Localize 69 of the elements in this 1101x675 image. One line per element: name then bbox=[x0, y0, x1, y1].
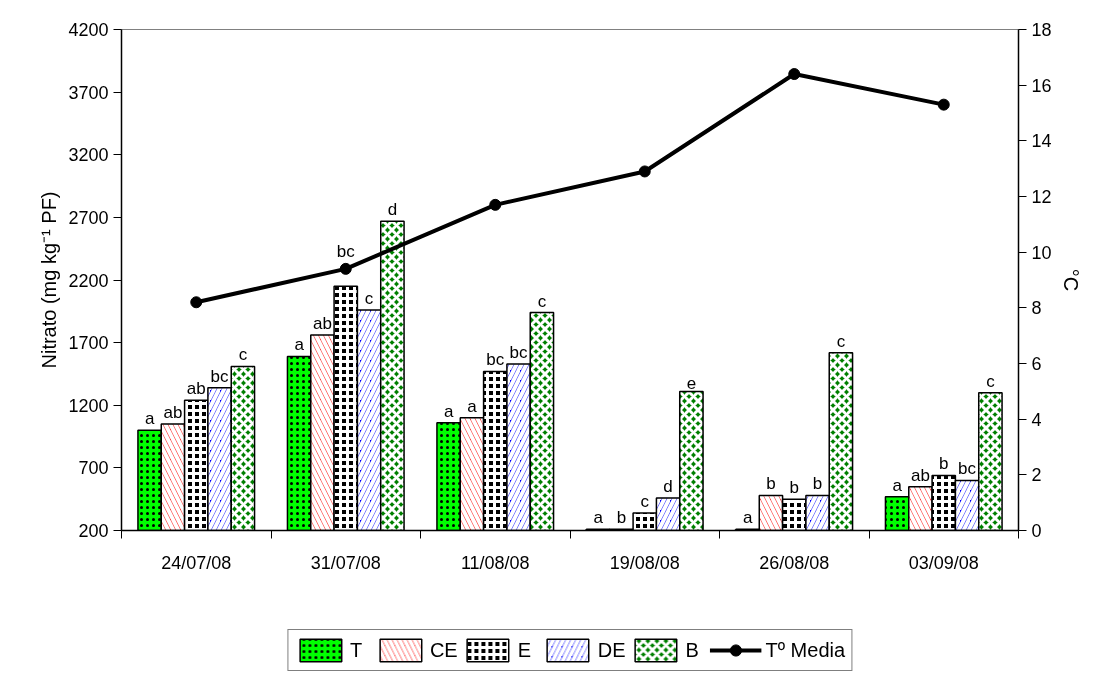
y-tick-label: 4200 bbox=[68, 20, 109, 40]
legend-label: CE bbox=[429, 638, 458, 662]
y-tick-label: 2700 bbox=[68, 207, 109, 228]
x-tick-label: 19/08/08 bbox=[609, 552, 680, 573]
legend-label: E bbox=[517, 638, 533, 662]
y2-tick-label: 8 bbox=[1031, 298, 1042, 319]
y2-axis-title: °C bbox=[1059, 268, 1082, 292]
data-label: ab bbox=[312, 314, 332, 334]
y2-tick-label: 2 bbox=[1031, 465, 1042, 486]
data-label: b bbox=[812, 474, 823, 494]
y-tick-label: 3200 bbox=[68, 145, 109, 166]
data-label: bc bbox=[336, 242, 356, 262]
data-label: c bbox=[986, 371, 996, 391]
legend-label: Tº Media bbox=[765, 638, 846, 662]
data-label: a bbox=[144, 409, 155, 429]
y2-tick-label: 16 bbox=[1031, 75, 1052, 96]
data-label: bc bbox=[210, 366, 230, 386]
y2-tick-label: 10 bbox=[1031, 242, 1052, 263]
data-label: a bbox=[443, 401, 454, 421]
data-label: c bbox=[364, 289, 374, 309]
y-tick-label: 2200 bbox=[68, 270, 109, 291]
data-label: ab bbox=[186, 379, 206, 399]
data-label: c bbox=[640, 491, 650, 511]
y-tick-label: 3700 bbox=[68, 82, 109, 103]
x-tick-label: 31/07/08 bbox=[310, 552, 381, 573]
data-label: b bbox=[939, 454, 949, 474]
data-label: ab bbox=[163, 403, 183, 423]
data-label: c bbox=[238, 345, 248, 365]
data-label: d bbox=[663, 476, 673, 496]
data-label: ab bbox=[910, 465, 930, 485]
point bbox=[937, 98, 950, 111]
data-label: a bbox=[467, 396, 478, 416]
data-label: c bbox=[836, 331, 846, 351]
point bbox=[489, 198, 502, 211]
y2-tick-label: 4 bbox=[1031, 409, 1042, 430]
x-tick-label: 26/08/08 bbox=[759, 552, 830, 573]
data-label: b bbox=[616, 508, 627, 528]
data-label: bc bbox=[509, 342, 529, 362]
y-tick-label: 200 bbox=[78, 521, 109, 541]
data-label: a bbox=[294, 335, 305, 355]
y-tick-label: 700 bbox=[78, 458, 109, 479]
x-tick-label: 11/08/08 bbox=[460, 552, 530, 573]
y2-tick-label: 18 bbox=[1031, 20, 1052, 40]
point bbox=[788, 68, 801, 81]
data-label: bc bbox=[958, 459, 977, 479]
data-label: b bbox=[766, 474, 776, 494]
y2-tick-label: 0 bbox=[1031, 521, 1042, 541]
legend-label: B bbox=[685, 638, 700, 662]
data-label: a bbox=[742, 508, 753, 528]
y-tick-label: 1200 bbox=[68, 395, 109, 416]
y-tick-label: 1700 bbox=[68, 333, 109, 354]
data-label: a bbox=[593, 508, 604, 528]
y2-tick-label: 12 bbox=[1031, 187, 1052, 207]
data-label: a bbox=[892, 475, 903, 495]
data-label: bc bbox=[486, 350, 505, 370]
x-tick-label: 03/09/08 bbox=[908, 552, 979, 573]
point bbox=[339, 262, 352, 275]
x-tick-label: 24/07/08 bbox=[161, 552, 232, 573]
data-label: c bbox=[537, 291, 547, 311]
data-label: d bbox=[387, 200, 398, 220]
legend-label: T bbox=[349, 638, 364, 662]
point bbox=[638, 165, 651, 178]
y2-tick-label: 6 bbox=[1031, 354, 1042, 374]
data-label: b bbox=[789, 478, 799, 498]
point bbox=[190, 296, 203, 309]
data-label: e bbox=[686, 374, 697, 394]
legend-label: DE bbox=[597, 638, 626, 662]
y-axis-title: Nitrato (mg kg⁻¹ PF) bbox=[38, 191, 61, 369]
y2-tick-label: 14 bbox=[1031, 131, 1052, 152]
